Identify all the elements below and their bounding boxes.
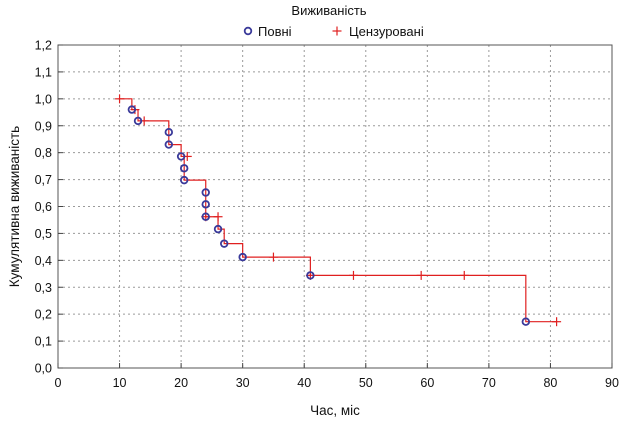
legend-title: Виживаність (291, 3, 366, 18)
complete-point (164, 128, 173, 137)
x-tick-label: 10 (113, 376, 127, 390)
legend-label-complete: Повні (258, 24, 292, 39)
x-axis-title: Час, міс (310, 403, 360, 418)
y-tick-label: 0,8 (35, 146, 52, 160)
censored-point (268, 252, 278, 262)
y-tick-label: 0,7 (35, 173, 52, 187)
complete-point (521, 317, 531, 326)
x-tick-label: 40 (297, 376, 311, 390)
censored-point (416, 270, 426, 280)
legend: Виживаність Повні Цензуровані (243, 3, 424, 39)
y-tick-label: 1,0 (35, 92, 52, 106)
markers-layer (115, 94, 562, 327)
y-tick-label: 0,3 (35, 281, 52, 295)
complete-point (201, 188, 210, 197)
y-tick-label: 0,5 (35, 227, 52, 241)
complete-point (176, 152, 186, 161)
censored-point (213, 212, 223, 222)
y-axis-title: Кумулятивна виживаність (7, 126, 22, 287)
complete-point (219, 239, 229, 248)
axes: 0 10 20 30 40 50 60 70 80 90 0,0 0,1 0,2 0,3 0,4 0,5 0,6… (35, 39, 619, 391)
y-tick-label: 0,9 (35, 119, 52, 133)
grid (58, 45, 612, 368)
censored-point (115, 94, 125, 104)
legend-item-censored: Цензуровані (332, 24, 424, 39)
complete-point (238, 252, 247, 262)
legend-marker-complete (243, 26, 253, 36)
censored-point (552, 317, 562, 327)
x-tick-label: 50 (359, 376, 373, 390)
y-tick-label: 0,6 (35, 200, 52, 214)
survival-curve-layer (119, 98, 557, 323)
x-tick-label: 20 (174, 376, 188, 390)
x-tick-label: 80 (543, 376, 557, 390)
censored-point (459, 270, 469, 280)
censored-point (348, 270, 358, 280)
x-tick-label: 0 (55, 376, 62, 390)
legend-label-censored: Цензуровані (349, 24, 424, 39)
y-tick-label: 1,2 (35, 39, 52, 53)
complete-point (201, 212, 210, 221)
y-tick-label: 0,4 (35, 254, 52, 268)
complete-point (127, 105, 137, 114)
x-tick-label: 30 (236, 376, 250, 390)
complete-point (133, 116, 143, 126)
complete-point (213, 224, 223, 234)
y-tick-label: 0,0 (35, 362, 52, 376)
x-tick-label: 60 (420, 376, 434, 390)
complete-point (164, 140, 173, 149)
survival-step-line (119, 98, 557, 323)
legend-item-complete: Повні (243, 24, 292, 39)
y-tick-label: 0,1 (35, 335, 52, 349)
y-tick-label: 1,1 (35, 65, 52, 79)
complete-point (201, 200, 210, 209)
x-tick-label: 70 (482, 376, 496, 390)
x-tick-label: 90 (605, 376, 619, 390)
complete-point (306, 271, 315, 280)
y-tick-label: 0,2 (35, 308, 52, 322)
complete-point (179, 175, 189, 185)
complete-point (179, 164, 189, 173)
